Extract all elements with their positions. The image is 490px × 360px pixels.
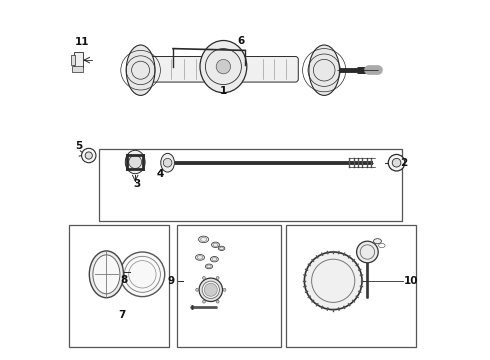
Circle shape	[216, 276, 219, 279]
Text: 8: 8	[121, 275, 128, 285]
Bar	[286, 225, 416, 347]
Text: 9: 9	[168, 276, 175, 286]
Circle shape	[196, 288, 198, 291]
Ellipse shape	[126, 45, 155, 95]
Circle shape	[120, 252, 165, 297]
Ellipse shape	[93, 255, 120, 294]
Text: 4: 4	[157, 169, 164, 179]
Ellipse shape	[198, 236, 209, 243]
Ellipse shape	[196, 255, 204, 260]
Text: 6: 6	[237, 36, 245, 46]
Ellipse shape	[199, 278, 222, 302]
Bar	[72, 66, 83, 72]
Circle shape	[129, 156, 142, 168]
Bar	[69, 225, 170, 347]
Circle shape	[204, 283, 217, 296]
Ellipse shape	[210, 256, 219, 262]
Circle shape	[81, 148, 96, 163]
Ellipse shape	[373, 239, 381, 244]
Ellipse shape	[202, 281, 220, 298]
Text: 2: 2	[400, 158, 408, 168]
Circle shape	[216, 59, 231, 74]
Bar	[72, 55, 75, 65]
Ellipse shape	[200, 41, 247, 93]
Circle shape	[163, 158, 172, 167]
Ellipse shape	[205, 264, 213, 269]
Ellipse shape	[212, 242, 220, 248]
Circle shape	[216, 300, 219, 303]
Text: 10: 10	[403, 276, 418, 286]
Bar	[74, 52, 83, 67]
Circle shape	[202, 300, 205, 303]
Circle shape	[392, 158, 401, 167]
Bar	[176, 225, 281, 347]
Text: 5: 5	[75, 141, 82, 152]
Circle shape	[223, 288, 226, 291]
FancyBboxPatch shape	[141, 57, 298, 82]
Text: 7: 7	[118, 310, 125, 320]
Circle shape	[388, 154, 405, 171]
Ellipse shape	[219, 246, 225, 251]
Ellipse shape	[309, 45, 340, 95]
Text: 11: 11	[75, 37, 90, 47]
Ellipse shape	[89, 251, 123, 298]
Circle shape	[357, 241, 378, 263]
Ellipse shape	[161, 153, 174, 172]
Circle shape	[85, 152, 92, 159]
Circle shape	[304, 252, 362, 310]
Ellipse shape	[125, 150, 145, 174]
Text: 3: 3	[133, 179, 141, 189]
Bar	[99, 149, 402, 221]
Text: 1: 1	[220, 86, 227, 96]
Circle shape	[202, 276, 205, 279]
